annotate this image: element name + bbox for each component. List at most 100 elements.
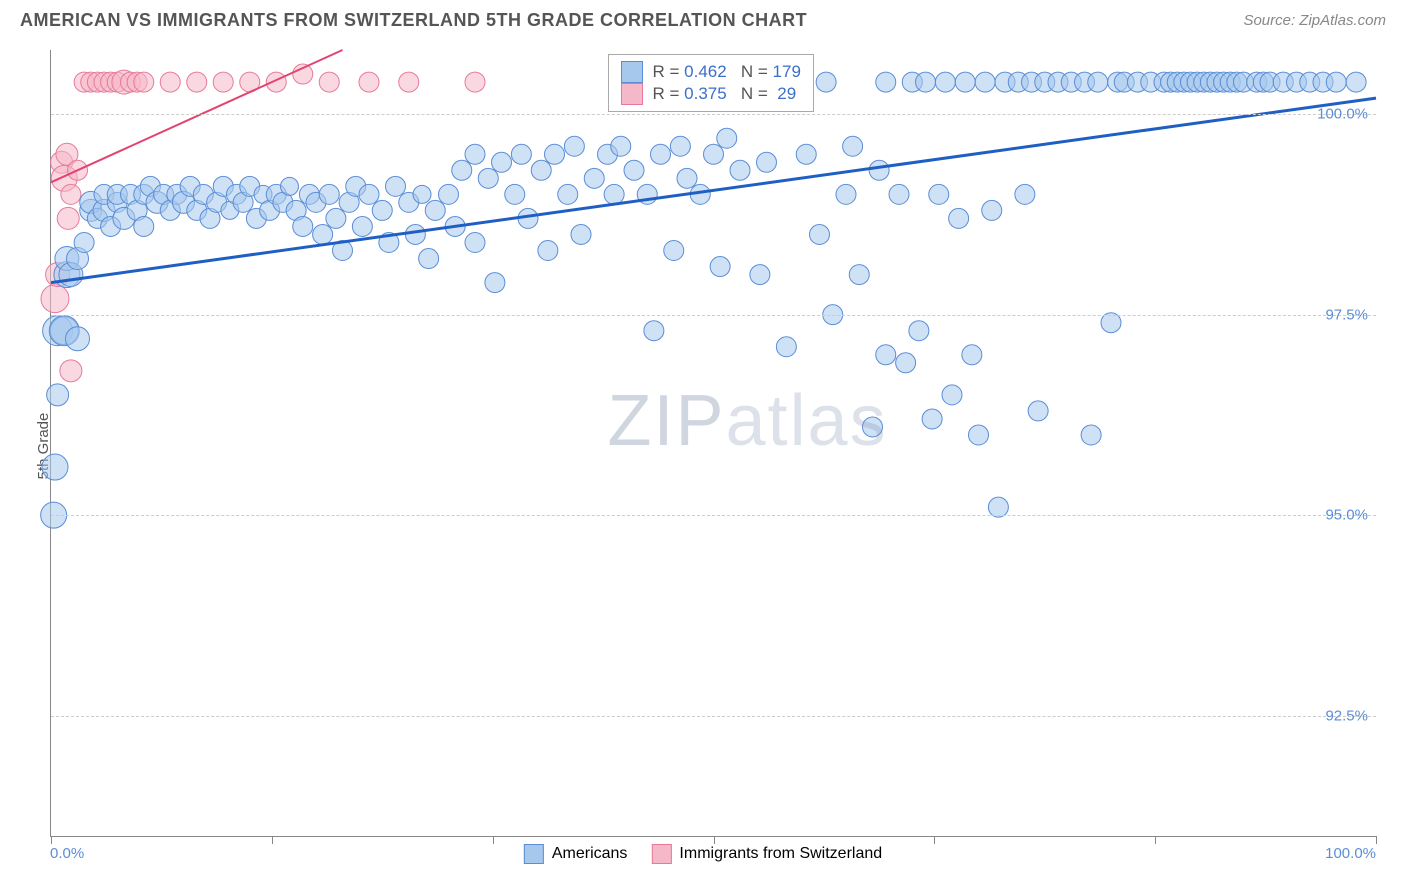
scatter-point [266, 72, 286, 92]
scatter-point [439, 184, 459, 204]
scatter-point [545, 144, 565, 164]
gridline [51, 515, 1376, 516]
scatter-point [281, 177, 299, 195]
source-label: Source: ZipAtlas.com [1243, 12, 1386, 29]
scatter-point [624, 160, 644, 180]
x-tick [714, 836, 715, 844]
y-tick-label: 100.0% [1317, 106, 1368, 123]
scatter-point [160, 72, 180, 92]
y-tick-label: 97.5% [1325, 306, 1368, 323]
scatter-point [1346, 72, 1366, 92]
scatter-point [359, 72, 379, 92]
scatter-point [704, 144, 724, 164]
scatter-point [909, 321, 929, 341]
scatter-point [1101, 313, 1121, 333]
scatter-point [757, 152, 777, 172]
scatter-point [869, 160, 889, 180]
scatter-point [425, 200, 445, 220]
scatter-point [916, 72, 936, 92]
scatter-point [677, 168, 697, 188]
scatter-point [57, 207, 79, 229]
scatter-point [1028, 401, 1048, 421]
scatter-point [710, 257, 730, 277]
scatter-point [942, 385, 962, 405]
trend-line [51, 50, 343, 182]
scatter-point [485, 273, 505, 293]
scatter-point [405, 224, 425, 244]
scatter-point [386, 176, 406, 196]
scatter-point [962, 345, 982, 365]
scatter-point [584, 168, 604, 188]
scatter-point [836, 184, 856, 204]
scatter-point [982, 200, 1002, 220]
legend-swatch-b [651, 844, 671, 864]
scatter-point [558, 184, 578, 204]
correlation-stats-box: R = 0.462 N = 179R = 0.375 N = 29 [608, 54, 814, 112]
x-tick [1155, 836, 1156, 844]
scatter-point [60, 360, 82, 382]
scatter-point [896, 353, 916, 373]
scatter-point [935, 72, 955, 92]
scatter-point [313, 224, 333, 244]
scatter-point [42, 454, 68, 480]
scatter-point [359, 184, 379, 204]
scatter-point [929, 184, 949, 204]
chart-plot-area: ZIPatlas R = 0.462 N = 179R = 0.375 N = … [50, 50, 1376, 837]
x-axis-min-label: 0.0% [50, 845, 84, 862]
scatter-point [922, 409, 942, 429]
scatter-point [326, 208, 346, 228]
scatter-point [664, 241, 684, 261]
scatter-point [796, 144, 816, 164]
x-axis-max-label: 100.0% [1325, 845, 1376, 862]
scatter-plot-svg [51, 50, 1376, 836]
scatter-point [750, 265, 770, 285]
scatter-point [810, 224, 830, 244]
scatter-point [571, 224, 591, 244]
legend-item-swiss: Immigrants from Switzerland [651, 844, 882, 864]
x-tick [934, 836, 935, 844]
x-tick [51, 836, 52, 844]
chart-title: AMERICAN VS IMMIGRANTS FROM SWITZERLAND … [20, 10, 807, 31]
scatter-point [717, 128, 737, 148]
scatter-point [478, 168, 498, 188]
scatter-point [372, 200, 392, 220]
x-tick [1376, 836, 1377, 844]
scatter-point [465, 232, 485, 252]
scatter-point [413, 185, 431, 203]
scatter-point [293, 216, 313, 236]
scatter-point [531, 160, 551, 180]
scatter-point [949, 208, 969, 228]
scatter-point [876, 345, 896, 365]
scatter-point [134, 216, 154, 236]
scatter-point [61, 184, 81, 204]
scatter-point [611, 136, 631, 156]
scatter-point [213, 72, 233, 92]
scatter-point [352, 216, 372, 236]
gridline [51, 716, 1376, 717]
gridline [51, 114, 1376, 115]
scatter-point [955, 72, 975, 92]
scatter-point [47, 384, 69, 406]
scatter-point [74, 232, 94, 252]
scatter-point [975, 72, 995, 92]
scatter-point [187, 72, 207, 92]
scatter-point [889, 184, 909, 204]
scatter-point [319, 72, 339, 92]
scatter-point [816, 72, 836, 92]
scatter-point [564, 136, 584, 156]
scatter-point [604, 184, 624, 204]
legend-swatch-a [524, 844, 544, 864]
scatter-point [1088, 72, 1108, 92]
scatter-point [319, 184, 339, 204]
scatter-point [776, 337, 796, 357]
scatter-point [419, 249, 439, 269]
scatter-point [1081, 425, 1101, 445]
scatter-point [1326, 72, 1346, 92]
scatter-point [863, 417, 883, 437]
scatter-point [511, 144, 531, 164]
scatter-point [876, 72, 896, 92]
scatter-point [651, 144, 671, 164]
stats-swatch [621, 83, 643, 105]
gridline [51, 315, 1376, 316]
scatter-point [505, 184, 525, 204]
